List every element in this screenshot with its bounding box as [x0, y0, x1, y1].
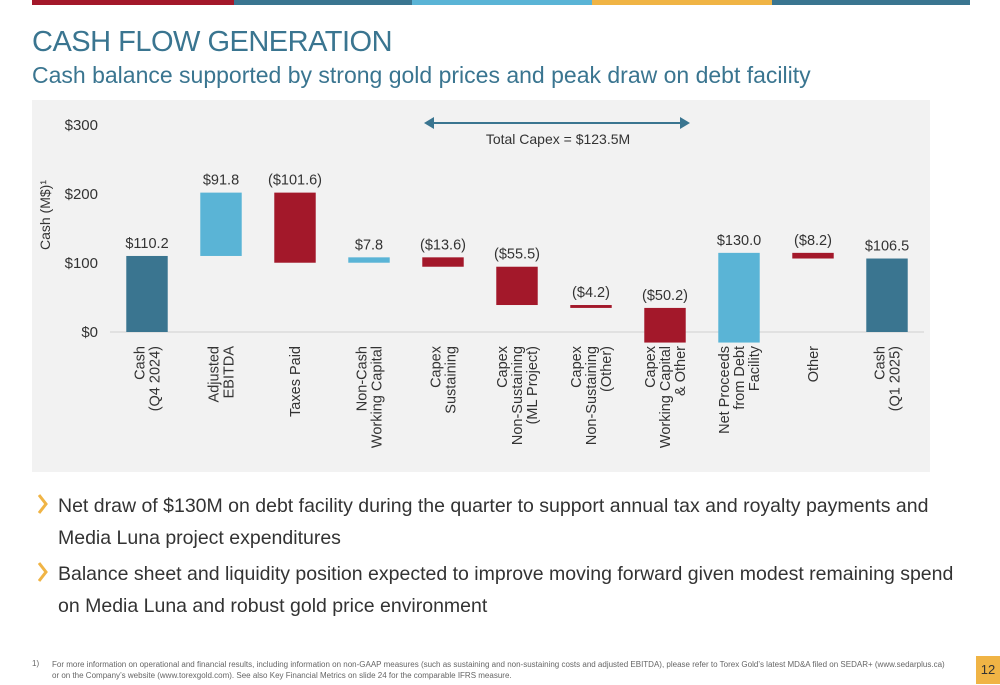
footnote-marker: 1) — [32, 659, 40, 668]
bullet-text: Net draw of $130M on debt facility durin… — [58, 495, 929, 549]
value-label: $91.8 — [203, 173, 239, 189]
value-label: $106.5 — [865, 239, 909, 255]
y-axis-label: Cash (M$)¹ — [37, 180, 53, 250]
value-label: $110.2 — [125, 236, 168, 252]
footnote: For more information on operational and … — [52, 660, 945, 680]
annotation: Total Capex = $123.5M — [486, 131, 630, 147]
bar — [274, 192, 316, 263]
y-tick-label: $300 — [65, 117, 98, 134]
bar — [570, 305, 612, 308]
x-tick-label: CapexWorking Capital& Other — [643, 345, 689, 448]
x-tick-label: CapexNon-Sustaining(ML Project) — [495, 345, 541, 445]
stripe — [772, 0, 970, 5]
bar — [644, 307, 686, 343]
bar — [866, 258, 908, 332]
chevron — [38, 494, 48, 514]
value-label: ($55.5) — [494, 247, 540, 263]
y-tick-label: $0 — [81, 324, 98, 341]
title: CASH FLOW GENERATION — [32, 26, 393, 58]
value-label: ($101.6) — [268, 173, 322, 189]
stripe — [592, 0, 772, 5]
bar — [792, 252, 834, 259]
bullet: Net draw of $130M on debt facility durin… — [38, 490, 958, 554]
bullet: Balance sheet and liquidity position exp… — [38, 558, 958, 622]
bar — [422, 257, 464, 267]
chart-panel — [32, 100, 930, 472]
bar — [200, 192, 242, 256]
stripe — [234, 0, 412, 5]
value-label: ($8.2) — [794, 233, 832, 249]
value-label: ($50.2) — [642, 288, 688, 304]
x-tick-label: Cash(Q4 2024) — [133, 346, 164, 411]
x-tick-label: AdjustedEBITDA — [207, 346, 238, 403]
subtitle: Cash balance supported by strong gold pr… — [32, 62, 811, 88]
bar — [126, 255, 168, 332]
bar — [496, 266, 538, 306]
x-tick-label: CapexNon-Sustaining(Other) — [569, 345, 615, 445]
page-number: 12 — [976, 656, 1000, 684]
x-tick-label: Cash(Q1 2025) — [873, 346, 904, 411]
bar — [348, 257, 390, 263]
bullet-text: Balance sheet and liquidity position exp… — [58, 563, 954, 617]
y-tick-label: $100 — [65, 255, 98, 272]
chart: Cash (M$)¹ Total Capex = $123.5M $0 $100 $… — [32, 100, 930, 472]
stripe — [412, 0, 592, 5]
value-label: $7.8 — [355, 237, 383, 253]
x-tick-label: Non-CashWorking Capital — [355, 346, 386, 448]
stripe — [32, 0, 234, 5]
value-label: ($4.2) — [572, 285, 610, 301]
x-tick-label: Other — [806, 346, 822, 382]
value-label: ($13.6) — [420, 237, 466, 253]
x-tick-label: CapexSustaining — [429, 345, 460, 413]
x-tick-label: Net Proceedsfrom DebtFacility — [717, 345, 763, 434]
bar — [718, 252, 760, 343]
value-label: $130.0 — [717, 233, 761, 249]
chevron — [38, 562, 48, 582]
y-tick-label: $200 — [65, 186, 98, 203]
x-tick-label: Taxes Paid — [288, 346, 304, 417]
